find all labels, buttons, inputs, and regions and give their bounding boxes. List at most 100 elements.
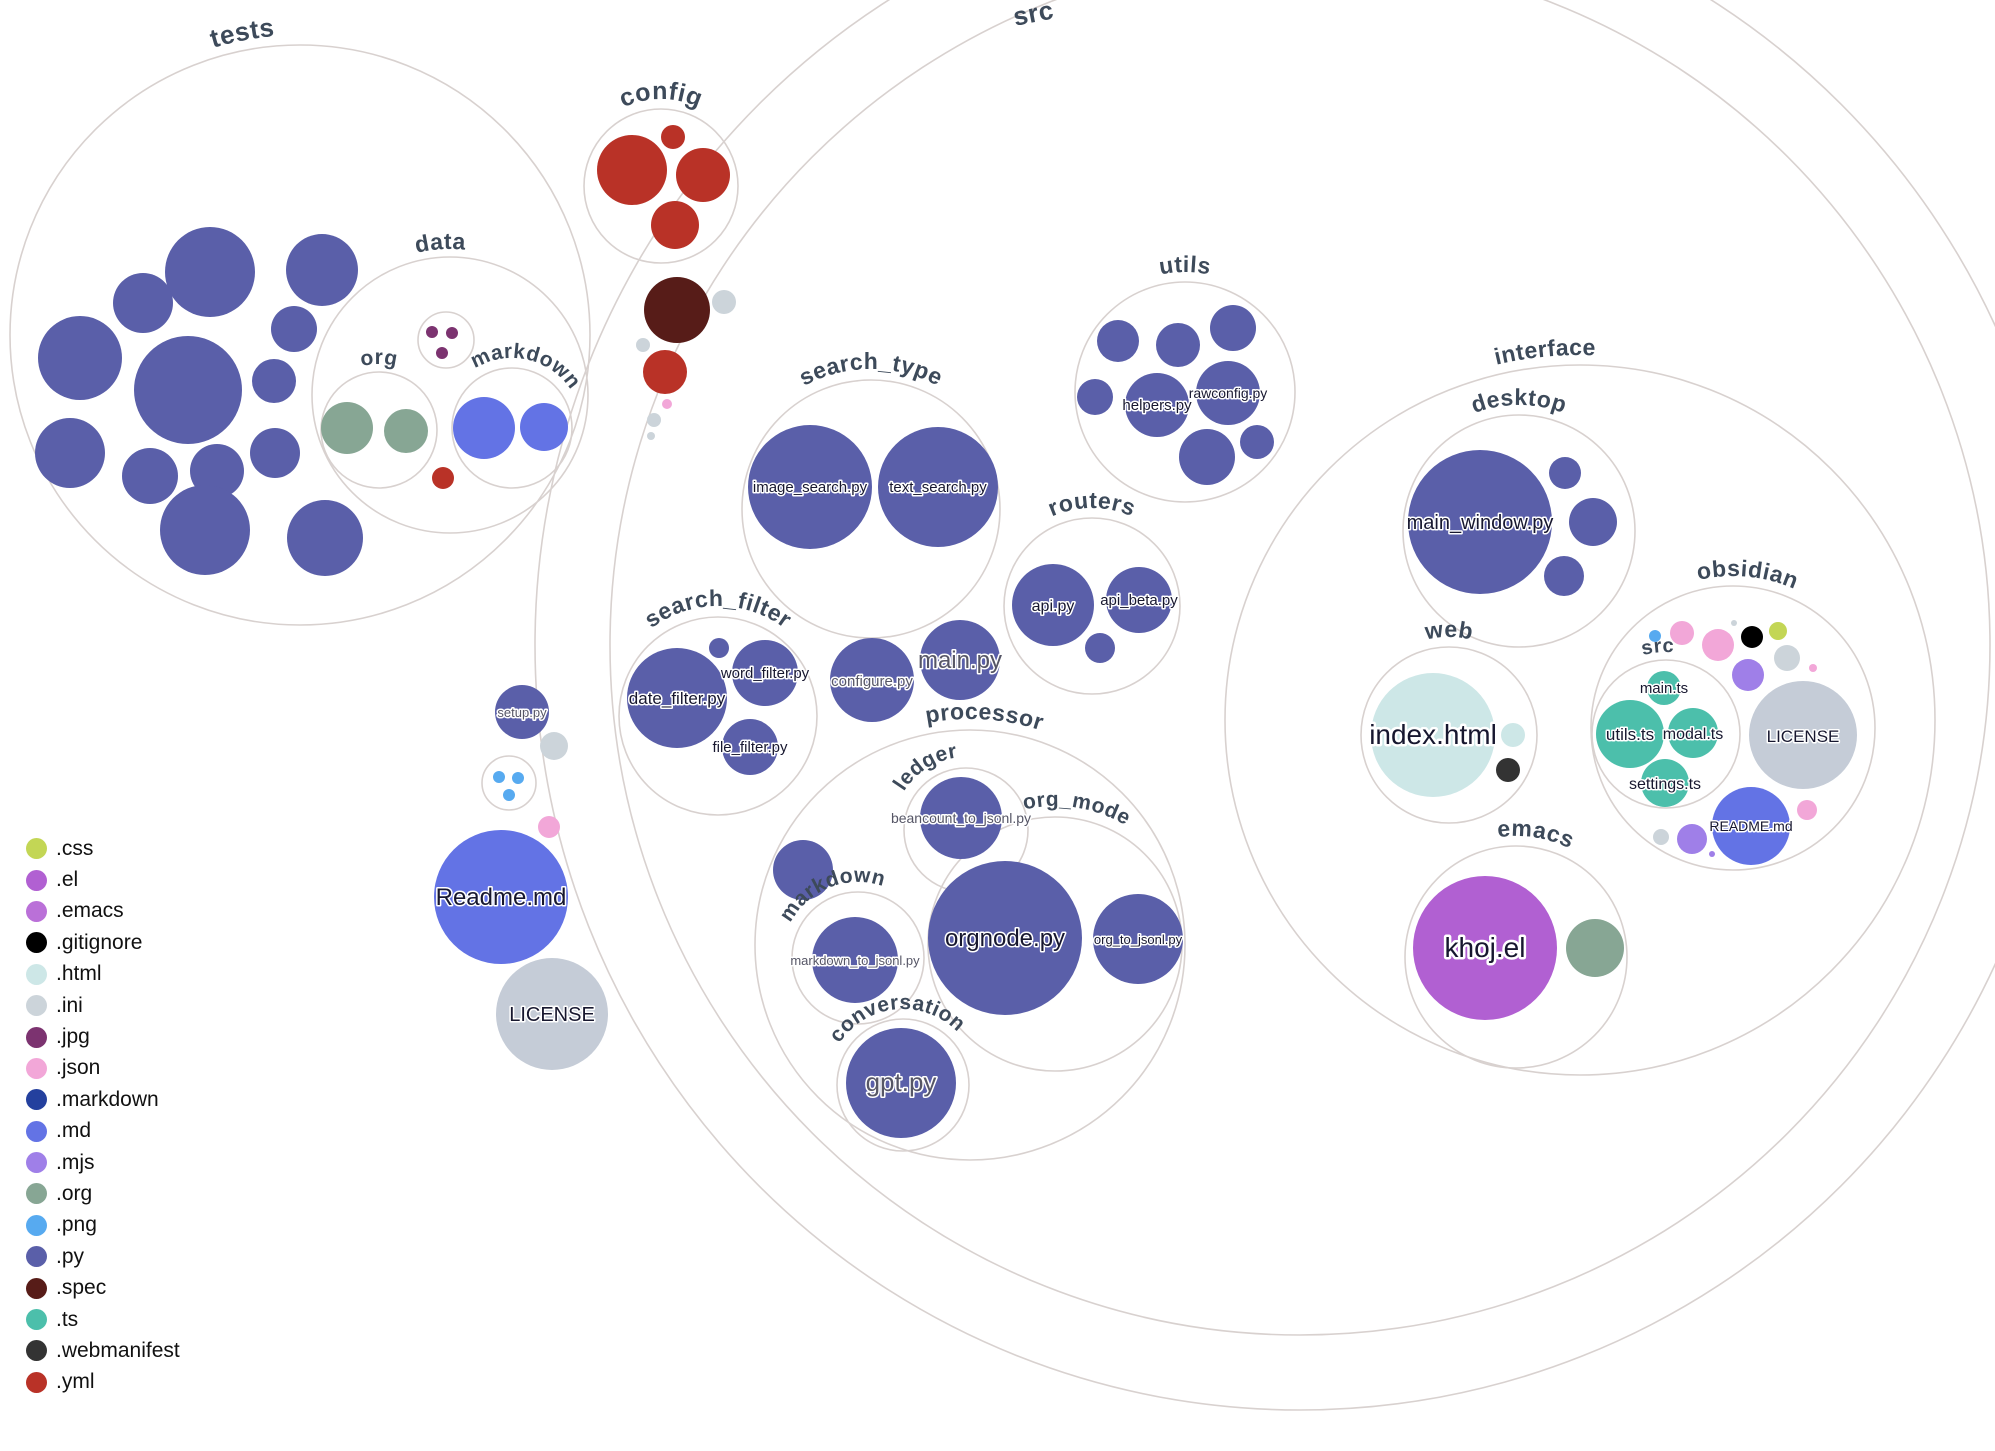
py-file-circle[interactable] [1156, 323, 1200, 367]
file-text-search-circle[interactable] [878, 427, 998, 547]
file-orgnode-circle[interactable] [928, 861, 1082, 1015]
file-api-beta-circle[interactable] [1106, 567, 1172, 633]
py-file-circle[interactable] [271, 306, 317, 352]
spec-file-circle[interactable] [644, 277, 710, 343]
yml-file-circle[interactable] [432, 467, 454, 489]
yml-file-circle[interactable] [651, 201, 699, 249]
ini-file-circle[interactable] [540, 732, 568, 760]
file-settings-ts-circle[interactable] [1641, 759, 1689, 807]
folder-processor-circle[interactable] [754, 729, 1186, 1161]
folder-png-images-circle[interactable] [481, 755, 537, 811]
folder-obsidian-circle[interactable] [1590, 585, 1876, 871]
file-khoj-el-circle[interactable] [1413, 876, 1557, 1020]
mjs-file-circle[interactable] [1677, 824, 1707, 854]
folder-desktop-circle[interactable] [1402, 414, 1636, 648]
png-file-circle[interactable] [493, 771, 505, 783]
py-file-circle[interactable] [1544, 556, 1584, 596]
file-main-circle[interactable] [920, 620, 1000, 700]
py-file-circle[interactable] [35, 418, 105, 488]
folder-data-circle[interactable] [311, 256, 589, 534]
ini-file-circle[interactable] [636, 338, 650, 352]
file-word-filter-circle[interactable] [732, 640, 798, 706]
folder-proc-markdown-circle[interactable] [791, 891, 925, 1025]
folder-org-circle[interactable] [320, 371, 438, 489]
jpg-file-circle[interactable] [436, 347, 448, 359]
file-configure-circle[interactable] [830, 638, 914, 722]
json-file-circle[interactable] [1809, 664, 1817, 672]
ini-file-circle[interactable] [1653, 829, 1669, 845]
file-main-window-circle[interactable] [1408, 450, 1552, 594]
json-file-circle[interactable] [662, 399, 672, 409]
css-file-circle[interactable] [1769, 622, 1787, 640]
py-file-circle[interactable] [113, 273, 173, 333]
folder-search-type-circle[interactable] [741, 379, 1001, 639]
py-file-circle[interactable] [160, 485, 250, 575]
yml-file-circle[interactable] [661, 125, 685, 149]
file-obsidian-license-circle[interactable] [1749, 681, 1857, 789]
py-file-circle[interactable] [252, 359, 296, 403]
py-file-circle[interactable] [1085, 633, 1115, 663]
folder-data-markdown-circle[interactable] [451, 367, 573, 489]
file-utils-ts-circle[interactable] [1596, 700, 1664, 768]
md-file-circle[interactable] [453, 397, 515, 459]
file-file-filter-circle[interactable] [722, 719, 778, 775]
mjs-file-circle[interactable] [1732, 659, 1764, 691]
png-file-circle[interactable] [503, 789, 515, 801]
folder-conversation-circle[interactable] [836, 1018, 970, 1152]
file-rawconfig-circle[interactable] [1196, 361, 1260, 425]
json-file-circle[interactable] [1670, 621, 1694, 645]
file-readme-circle[interactable] [434, 830, 568, 964]
py-file-circle[interactable] [165, 227, 255, 317]
png-file-circle[interactable] [1649, 630, 1661, 642]
file-org-to-jsonl-circle[interactable] [1093, 894, 1183, 984]
file-obsidian-readme-circle[interactable] [1712, 787, 1790, 865]
html-file-circle[interactable] [1501, 723, 1525, 747]
yml-file-circle[interactable] [643, 350, 687, 394]
py-file-circle[interactable] [1210, 305, 1256, 351]
webmanifest-file-circle[interactable] [1496, 758, 1520, 782]
file-index-html-circle[interactable] [1371, 673, 1495, 797]
folder-web-circle[interactable] [1360, 646, 1538, 824]
jpg-file-circle[interactable] [446, 327, 458, 339]
py-file-circle[interactable] [134, 336, 242, 444]
yml-file-circle[interactable] [597, 135, 667, 205]
folder-src-circle[interactable] [609, 0, 1991, 1336]
folder-root-circle[interactable] [534, 0, 1995, 1411]
py-file-circle[interactable] [1549, 457, 1581, 489]
ini-file-circle[interactable] [1774, 645, 1800, 671]
file-date-filter-circle[interactable] [627, 648, 727, 748]
py-file-circle[interactable] [38, 316, 122, 400]
ini-file-circle[interactable] [647, 413, 661, 427]
py-file-circle[interactable] [1240, 425, 1274, 459]
file-markdown-to-jsonl-circle[interactable] [812, 917, 898, 1003]
py-file-circle[interactable] [287, 500, 363, 576]
ini-file-circle[interactable] [1731, 620, 1737, 626]
file-license-circle[interactable] [496, 958, 608, 1070]
file-modal-ts-circle[interactable] [1668, 708, 1718, 758]
py-file-circle[interactable] [122, 448, 178, 504]
py-file-circle[interactable] [1097, 320, 1139, 362]
file-setup-circle[interactable] [495, 685, 549, 739]
md-file-circle[interactable] [520, 403, 568, 451]
mjs-file-circle[interactable] [1709, 851, 1715, 857]
ini-file-circle[interactable] [712, 290, 736, 314]
py-file-circle[interactable] [773, 840, 833, 900]
org-file-circle[interactable] [384, 409, 428, 453]
py-file-circle[interactable] [1077, 379, 1113, 415]
py-file-circle[interactable] [286, 234, 358, 306]
folder-obsidian-src-circle[interactable] [1591, 659, 1741, 809]
json-file-circle[interactable] [538, 816, 560, 838]
folder-tests-circle[interactable] [9, 44, 591, 626]
file-gpt-circle[interactable] [846, 1028, 956, 1138]
folder-emacs-circle[interactable] [1404, 845, 1628, 1069]
org-file-circle[interactable] [321, 402, 373, 454]
yml-file-circle[interactable] [676, 148, 730, 202]
py-file-circle[interactable] [250, 428, 300, 478]
jpg-file-circle[interactable] [426, 326, 438, 338]
py-file-circle[interactable] [190, 444, 244, 498]
file-helpers-circle[interactable] [1125, 373, 1189, 437]
folder-utils-circle[interactable] [1074, 281, 1296, 503]
py-file-circle[interactable] [1569, 498, 1617, 546]
folder-config-circle[interactable] [583, 108, 739, 264]
file-api-circle[interactable] [1012, 564, 1094, 646]
